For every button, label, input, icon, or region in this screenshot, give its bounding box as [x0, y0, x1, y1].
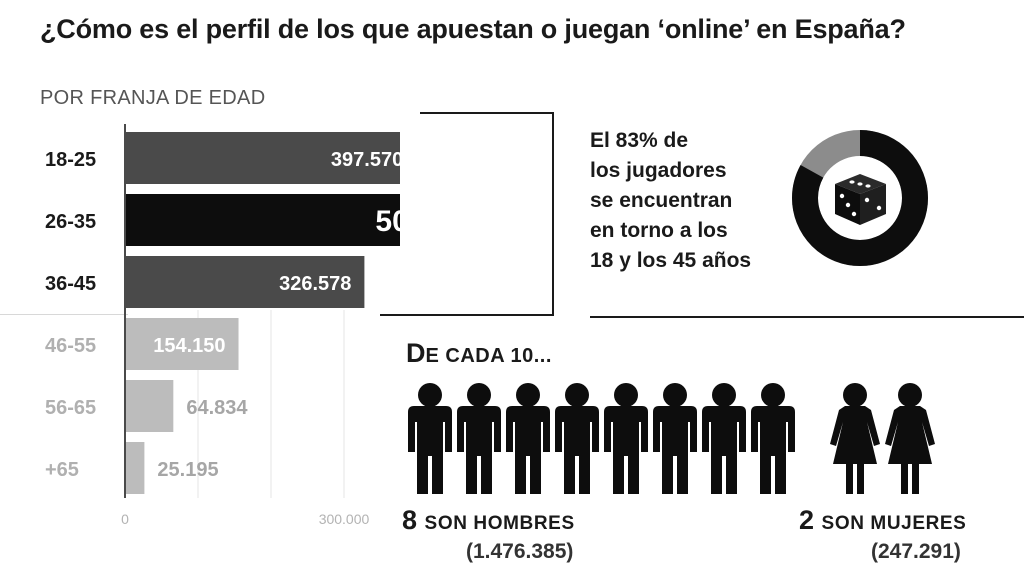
note-text: El 83% de los jugadores se encuentran en… — [590, 126, 751, 276]
dice-icon — [835, 174, 886, 225]
x-tick-label: 0 — [121, 511, 129, 527]
man-icon — [506, 383, 550, 494]
chart-subtitle: POR FRANJA DE EDAD — [40, 87, 266, 109]
bar — [126, 194, 400, 246]
woman-icon — [885, 383, 935, 494]
woman-icon — [830, 383, 880, 494]
men-total: (1.476.385) — [466, 540, 574, 563]
bar — [126, 318, 239, 370]
value-label: 326.578 — [279, 273, 351, 295]
category-label: 56-65 — [45, 397, 96, 419]
chart-title: ¿Cómo es el perfil de los que apuestan o… — [40, 14, 906, 44]
category-label: 46-55 — [45, 335, 96, 357]
donut-share-arc — [792, 130, 928, 266]
share-donut — [792, 130, 928, 266]
x-tick-label: 300.000 — [319, 511, 370, 527]
man-icon — [653, 383, 697, 494]
value-label: 25.195 — [157, 459, 218, 481]
man-icon — [457, 383, 501, 494]
note-line: 18 y los 45 años — [590, 249, 752, 272]
bracket-bottom-rule — [380, 314, 554, 316]
value-label: 508.058 — [375, 205, 400, 238]
divider-left-rule — [0, 314, 128, 315]
value-label: 397.570 — [331, 149, 400, 171]
man-icon — [702, 383, 746, 494]
value-label: 154.150 — [153, 335, 225, 357]
man-icon — [604, 383, 648, 494]
breakdown-heading: DE CADA 10... — [406, 338, 552, 368]
note-line: El 83% de — [590, 129, 689, 152]
category-label: +65 — [45, 459, 79, 481]
bar — [126, 380, 174, 432]
people-pictogram — [408, 383, 935, 494]
category-label: 26-35 — [45, 211, 96, 233]
bar — [126, 442, 145, 494]
bracket-top-rule — [420, 112, 554, 114]
value-label: 64.834 — [186, 397, 248, 419]
man-icon — [408, 383, 452, 494]
category-label: 36-45 — [45, 273, 96, 295]
men-label: 8 SON HOMBRES — [402, 505, 575, 535]
age-bar-chart: 0 300.000 18-25 397.570 26-35 508.058 36-45 326… — [45, 124, 400, 527]
category-label: 18-25 — [45, 149, 96, 171]
bracket-vertical-rule — [552, 112, 554, 316]
women-total: (247.291) — [871, 540, 961, 563]
man-icon — [751, 383, 795, 494]
bar — [126, 132, 400, 184]
divider-right-rule — [590, 316, 1024, 318]
note-line: se encuentran — [590, 189, 733, 212]
man-icon — [555, 383, 599, 494]
bar — [126, 256, 365, 308]
women-label: 2 SON MUJERES — [799, 505, 967, 535]
note-line: en torno a los — [590, 219, 728, 242]
note-line: los jugadores — [590, 159, 727, 182]
